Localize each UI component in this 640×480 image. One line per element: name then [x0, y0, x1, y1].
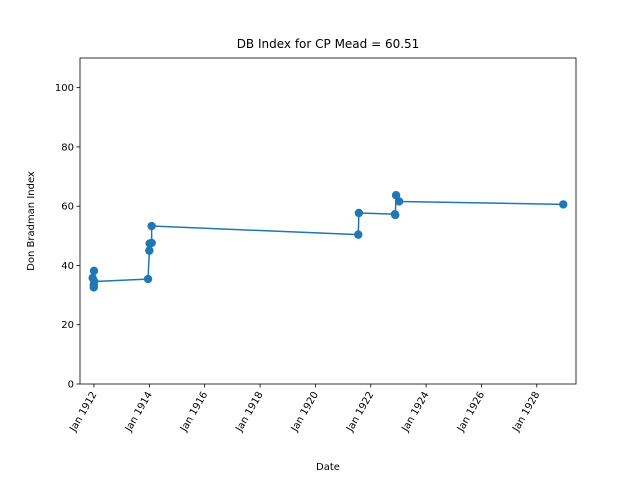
x-axis-label: Date: [316, 462, 340, 473]
data-point: [391, 191, 401, 200]
data-point: [391, 210, 400, 220]
plot-area: [79, 57, 577, 385]
data-point: [145, 246, 154, 255]
data-point: [89, 266, 99, 275]
data-point: [559, 200, 568, 209]
data-point: [143, 274, 153, 284]
y-axis: 0 20 40 60 80 100: [55, 83, 80, 391]
y-tick-label: 20: [61, 320, 74, 331]
y-tick-label: 80: [61, 142, 74, 153]
y-tick-label: 40: [61, 261, 74, 272]
data-point: [90, 277, 99, 286]
chart-title: DB Index for CP Mead = 60.51: [237, 37, 420, 51]
data-point: [354, 208, 364, 218]
series: [88, 191, 568, 292]
data-point: [147, 221, 156, 231]
y-tick-label: 100: [55, 83, 74, 94]
plot-frame: [79, 57, 577, 385]
y-tick-label: 0: [68, 380, 74, 391]
y-axis-label: Don Bradman Index: [26, 171, 37, 271]
y-tick-label: 60: [61, 202, 74, 213]
data-point: [147, 238, 156, 248]
data-point: [394, 197, 404, 206]
data-point: [354, 230, 363, 239]
